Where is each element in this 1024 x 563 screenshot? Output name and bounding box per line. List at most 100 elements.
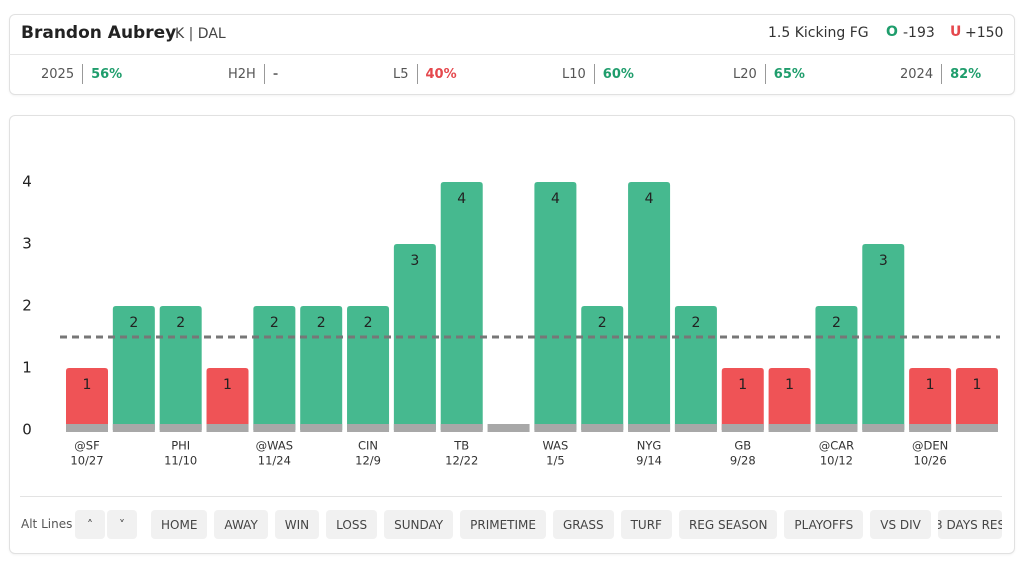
bar-base <box>112 424 155 432</box>
bar-label: 2 <box>176 315 185 331</box>
player-name: Brandon Aubrey <box>21 23 177 43</box>
y-tick-label: 4 <box>22 173 32 191</box>
bar-label: 1 <box>738 377 747 393</box>
bar-label: 2 <box>691 315 700 331</box>
bar-base <box>768 424 811 432</box>
y-tick-label: 0 <box>22 421 32 439</box>
prop-line: 1.5 Kicking FG <box>768 25 869 41</box>
bar-base <box>909 424 952 432</box>
bar-label: 4 <box>645 191 654 207</box>
bar-label: 2 <box>129 315 138 331</box>
filter-button[interactable]: REG SEASON <box>678 510 778 539</box>
x-tick-label: @DEN <box>912 439 948 453</box>
alt-lines-label: Alt Lines <box>21 517 73 531</box>
stat-label: 2024 <box>900 67 934 82</box>
under-odds: +150 <box>965 25 1004 41</box>
stat-value: 82% <box>950 67 982 82</box>
bar <box>300 306 343 430</box>
player-team: K | DAL <box>175 26 226 42</box>
bar-base <box>66 424 108 432</box>
filter-button[interactable]: VS DIV <box>870 510 931 539</box>
alt-up-button[interactable]: ˄ <box>75 510 105 539</box>
filter-button[interactable]: GRASS <box>552 510 614 539</box>
over-odds: -193 <box>903 25 935 41</box>
bar <box>862 244 905 430</box>
x-tick-label: @CAR <box>819 439 854 453</box>
alt-down-button[interactable]: ˅ <box>107 510 137 539</box>
bar-base <box>347 424 390 432</box>
y-tick-label: 2 <box>22 297 32 315</box>
x-tick-sublabel: 11/10 <box>164 454 197 468</box>
bar <box>66 368 108 430</box>
bar-label: 1 <box>83 377 92 393</box>
bar-base <box>674 424 717 432</box>
x-tick-label: CIN <box>358 439 378 453</box>
stat-divider <box>416 64 418 84</box>
x-tick-label: WAS <box>542 439 568 453</box>
filter-button[interactable]: PRIMETIME <box>460 510 546 539</box>
bar-base <box>159 424 202 432</box>
stat-label: L20 <box>733 67 757 82</box>
x-tick-sublabel: 12/9 <box>355 454 381 468</box>
filter-button[interactable]: PLAYOFFS <box>784 510 864 539</box>
bar-label: 4 <box>551 191 560 207</box>
filter-button[interactable]: TURF <box>620 510 672 539</box>
filter-button[interactable]: SUNDAY <box>384 510 454 539</box>
bar-base <box>487 424 530 432</box>
bar-base <box>534 424 577 432</box>
x-tick-label: PHI <box>171 439 190 453</box>
stat-divider <box>764 64 766 84</box>
stat-value: 40% <box>425 67 457 82</box>
x-tick-label: GB <box>734 439 751 453</box>
bar-base <box>440 424 483 432</box>
bar-label: 2 <box>598 315 607 331</box>
bar-base <box>721 424 764 432</box>
stat-divider <box>82 64 84 84</box>
bar <box>768 368 811 430</box>
x-tick-sublabel: 1/5 <box>546 454 565 468</box>
filter-button[interactable]: 13 DAYS REST <box>937 510 1002 539</box>
stat-divider <box>263 64 265 84</box>
filter-button[interactable]: HOME <box>151 510 208 539</box>
bar-label: 1 <box>972 377 981 393</box>
bar-label: 1 <box>785 377 794 393</box>
bar-label: 2 <box>270 315 279 331</box>
x-tick-sublabel: 12/22 <box>445 454 478 468</box>
bar-label: 1 <box>223 377 232 393</box>
filter-button[interactable]: AWAY <box>214 510 268 539</box>
filter-button[interactable]: WIN <box>274 510 320 539</box>
bar-base <box>393 424 436 432</box>
under-label: U <box>950 24 962 40</box>
stat-divider <box>593 64 595 84</box>
divider <box>9 54 1015 55</box>
stat-value: 60% <box>602 67 634 82</box>
bar-label: 4 <box>457 191 466 207</box>
x-tick-sublabel: 9/14 <box>636 454 662 468</box>
bar-base <box>206 424 249 432</box>
x-tick-label: TB <box>453 439 469 453</box>
divider <box>20 496 1002 497</box>
x-tick-label: @SF <box>74 439 99 453</box>
stat-divider <box>941 64 943 84</box>
bar-base <box>581 424 624 432</box>
bar <box>909 368 952 430</box>
bar-label: 2 <box>317 315 326 331</box>
bar-base <box>300 424 343 432</box>
bar <box>206 368 249 430</box>
bar-label: 3 <box>410 253 419 269</box>
bar-label: 2 <box>832 315 841 331</box>
x-tick-sublabel: 10/27 <box>70 454 103 468</box>
filter-button[interactable]: LOSS <box>326 510 378 539</box>
bar <box>721 368 764 430</box>
stat-label: 2025 <box>41 67 75 82</box>
bar <box>253 306 296 430</box>
stat-value: 65% <box>773 67 805 82</box>
bar-label: 2 <box>364 315 373 331</box>
bar-base <box>862 424 905 432</box>
bar-base <box>253 424 296 432</box>
bar-base <box>955 424 998 432</box>
x-tick-sublabel: 10/26 <box>914 454 947 468</box>
stat-value: - <box>272 67 279 82</box>
